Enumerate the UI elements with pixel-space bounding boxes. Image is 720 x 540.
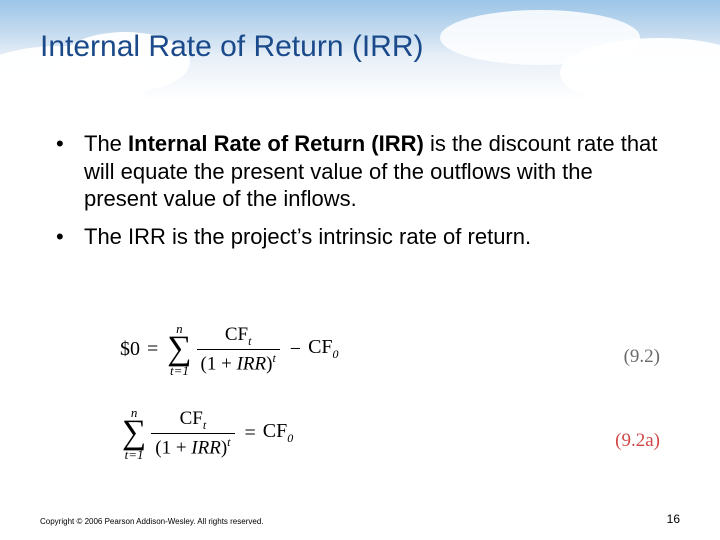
den-pre: (1 + (201, 353, 237, 374)
page-number: 16 (667, 512, 680, 526)
den-pre: (1 + (155, 437, 191, 458)
cf-label: CF (180, 408, 203, 429)
cf-sub: 0 (287, 431, 293, 445)
equation-body: $0 = n ∑ t=1 CFt (1 + IRR)t − CF0 (120, 322, 339, 377)
copyright-footer: Copyright © 2006 Pearson Addison-Wesley.… (40, 517, 264, 526)
sum-lower-limit: t=1 (170, 364, 189, 377)
fraction-denominator: (1 + IRR)t (151, 434, 234, 458)
equations-block: $0 = n ∑ t=1 CFt (1 + IRR)t − CF0 (9.2) … (0, 322, 720, 490)
cf-label: CF (225, 324, 248, 345)
fraction: CFt (1 + IRR)t (151, 409, 234, 459)
bullet-dot: • (54, 223, 84, 251)
cf-label: CF (263, 420, 287, 442)
minus-sign: − (290, 338, 301, 361)
fraction-denominator: (1 + IRR)t (197, 350, 280, 374)
list-item: • The Internal Rate of Return (IRR) is t… (54, 130, 666, 213)
bullet-text: The IRR is the project’s intrinsic rate … (84, 223, 666, 251)
sigma-symbol: ∑ (167, 335, 191, 364)
bullet-dot: • (54, 130, 84, 213)
list-item: • The IRR is the project’s intrinsic rat… (54, 223, 666, 251)
equals-sign: = (147, 338, 158, 361)
cf-sub: t (248, 333, 251, 347)
sigma-block: n ∑ t=1 (167, 322, 191, 377)
eq-lhs: $0 (120, 338, 140, 361)
cf-zero: CF0 (308, 336, 338, 362)
bullet-text: The Internal Rate of Return (IRR) is the… (84, 130, 666, 213)
irr-var: IRR (191, 437, 221, 458)
bullet-text-pre: The (84, 131, 128, 156)
cf-zero: CF0 (263, 420, 293, 446)
equation-row: $0 = n ∑ t=1 CFt (1 + IRR)t − CF0 (9.2) (0, 322, 720, 394)
bullet-list: • The Internal Rate of Return (IRR) is t… (54, 130, 666, 260)
equation-number: (9.2a) (615, 430, 660, 452)
fraction-numerator: CFt (176, 409, 211, 433)
fraction: CFt (1 + IRR)t (197, 325, 280, 375)
irr-var: IRR (237, 353, 267, 374)
equation-number: (9.2) (624, 346, 660, 368)
sigma-symbol: ∑ (122, 419, 146, 448)
slide-title: Internal Rate of Return (IRR) (40, 30, 423, 64)
cf-label: CF (308, 336, 332, 358)
cf-sub: 0 (333, 347, 339, 361)
den-sup: t (272, 351, 275, 365)
sigma-block: n ∑ t=1 (122, 406, 146, 461)
equals-sign: = (245, 422, 256, 445)
sum-lower-limit: t=1 (125, 448, 144, 461)
bullet-text-bold: Internal Rate of Return (IRR) (128, 131, 424, 156)
den-sup: t (227, 435, 230, 449)
fraction-numerator: CFt (221, 325, 256, 349)
cf-sub: t (203, 417, 206, 431)
bullet-text-pre: The IRR is the project’s intrinsic rate … (84, 224, 531, 249)
equation-row: n ∑ t=1 CFt (1 + IRR)t = CF0 (9.2a) (0, 406, 720, 478)
equation-body: n ∑ t=1 CFt (1 + IRR)t = CF0 (120, 406, 293, 461)
